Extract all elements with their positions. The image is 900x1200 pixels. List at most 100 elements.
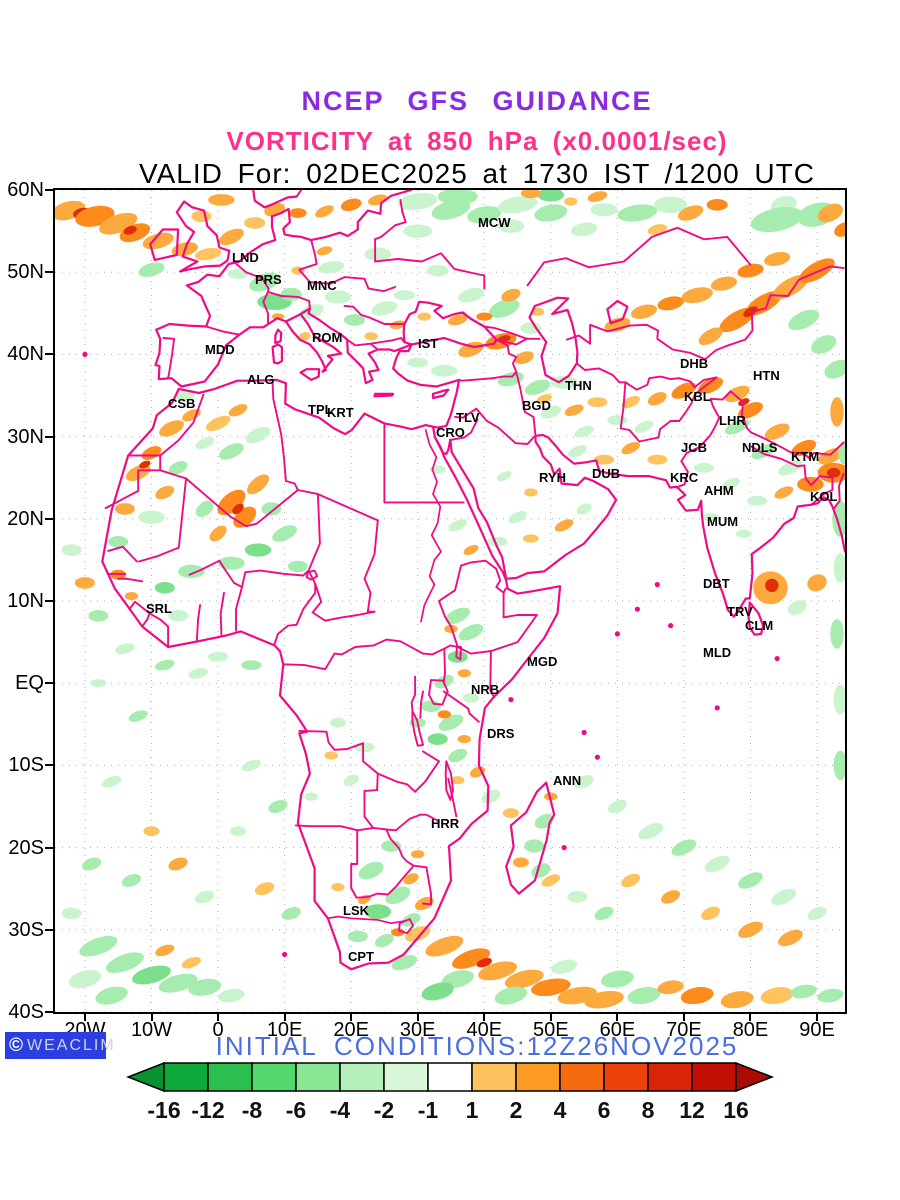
city-label: LHR: [719, 413, 746, 428]
city-label: MLD: [703, 645, 731, 660]
x-axis-label: 20E: [333, 1019, 369, 1041]
x-axis-label: 50E: [533, 1019, 569, 1041]
x-axis-tick: [83, 1014, 86, 1021]
x-axis-tick: [217, 1014, 220, 1021]
lakes: [305, 569, 462, 935]
grid-lines: [55, 190, 845, 1012]
colorbar-label: 16: [723, 1097, 749, 1123]
x-axis-tick: [682, 1014, 685, 1021]
city-label: LSK: [343, 903, 370, 918]
colorbar-label: -12: [191, 1097, 224, 1123]
colorbar-label: -1: [418, 1097, 439, 1123]
colorbar-cell: [207, 1062, 253, 1092]
x-axis-label: 0: [212, 1019, 224, 1041]
colorbar: -16 -12 -8 -6 -4 -2 -1 1 2 4 6 8 12 16: [125, 1061, 775, 1123]
colorbar-label: 6: [598, 1097, 611, 1123]
city-label: LND: [232, 250, 259, 265]
y-axis-tick: [45, 435, 53, 438]
y-axis-tick: [45, 1011, 53, 1013]
city-label: SRL: [146, 601, 172, 616]
city-label: DBT: [703, 576, 730, 591]
city-label: ROM: [312, 330, 342, 345]
x-axis-label: 40E: [466, 1019, 503, 1041]
y-axis-tick: [45, 846, 53, 849]
page-title: NCEP GFS GUIDANCE: [301, 86, 653, 116]
colorbar-label: 2: [510, 1097, 523, 1123]
x-axis-tick: [483, 1014, 486, 1021]
y-axis-label: 40N: [7, 343, 44, 366]
colorbar-label: 4: [554, 1097, 567, 1123]
colorbar-label: -16: [147, 1097, 180, 1123]
initial-conditions: INITIAL CONDITIONS:12Z26NOV2025: [215, 1031, 739, 1061]
y-axis-label: 20S: [8, 836, 44, 859]
x-axis-tick: [350, 1014, 353, 1021]
variable-subtitle: VORTICITY at 850 hPa (x0.0001/sec): [226, 126, 728, 156]
map-frame: MCW LND PRS MNC ROM IST MDD ALG CSB TPL KRT TLV CRO T…: [53, 188, 847, 1014]
y-axis-label: EQ: [15, 672, 44, 695]
colorbar-label: -4: [330, 1097, 351, 1123]
y-axis-tick: [45, 600, 53, 602]
colorbar-cell: [339, 1062, 385, 1092]
rivers: [327, 429, 442, 925]
colorbar-cell: [647, 1062, 693, 1092]
city-label: TPL: [308, 402, 333, 417]
x-axis-label: 30E: [399, 1019, 436, 1041]
y-axis-label: 10N: [7, 590, 44, 612]
colorbar-cell: [603, 1062, 649, 1092]
y-axis-label: 20N: [7, 507, 44, 530]
y-axis-label: 50N: [7, 261, 44, 284]
colorbar-arrow-left: [125, 1061, 165, 1093]
city-label: KBL: [684, 389, 711, 404]
colorbar-label: -6: [286, 1097, 306, 1123]
city-label: DUB: [592, 466, 620, 481]
city-label: MNC: [307, 278, 337, 293]
colorbar-cell: [691, 1062, 737, 1092]
vorticity-shading: [55, 190, 845, 1009]
colorbar-cell: [295, 1062, 341, 1092]
city-label: DHB: [680, 356, 708, 371]
city-label: MUM: [707, 514, 738, 529]
city-label: RYH: [539, 470, 566, 485]
city-label: CRO: [436, 425, 465, 440]
x-axis-tick: [749, 1014, 752, 1021]
city-label: TLV: [456, 410, 480, 425]
x-axis-label: 70E: [666, 1019, 702, 1041]
colorbar-cell: [383, 1062, 429, 1092]
colorbar-cell: [471, 1062, 517, 1092]
city-label: ANN: [553, 773, 581, 788]
city-label: NRB: [471, 682, 499, 697]
city-label: DRS: [487, 726, 515, 741]
city-label: HTN: [753, 368, 780, 383]
x-axis-tick: [283, 1014, 286, 1021]
city-label: MCW: [478, 215, 511, 230]
colorbar-cell: [515, 1062, 561, 1092]
city-label: JCB: [681, 440, 707, 455]
y-axis-tick: [45, 353, 53, 356]
y-axis-tick: [45, 271, 53, 274]
city-label: BGD: [522, 398, 551, 413]
y-axis-tick: [45, 682, 53, 685]
city-label: KRT: [327, 405, 354, 420]
city-label: PRS: [255, 272, 282, 287]
city-label: NDLS: [742, 440, 778, 455]
colorbar-label: 8: [642, 1097, 655, 1123]
contour-specks: [82, 351, 780, 958]
city-label: MDD: [205, 342, 235, 357]
x-axis-tick: [816, 1014, 819, 1021]
x-axis-tick: [416, 1014, 419, 1021]
city-label: KOL: [810, 489, 838, 504]
x-axis-label: 60E: [599, 1019, 636, 1041]
colorbar-label: -2: [374, 1097, 394, 1123]
copyright-icon: ©: [9, 1035, 23, 1056]
city-label: HRR: [431, 816, 460, 831]
x-axis-tick: [616, 1014, 619, 1021]
city-label: TRV: [727, 604, 753, 619]
colorbar-label: 1: [466, 1097, 479, 1123]
y-axis-tick: [45, 517, 53, 520]
city-label: CPT: [348, 949, 374, 964]
y-axis-label: 60N: [7, 179, 44, 201]
y-axis-label: 30S: [8, 918, 44, 941]
y-axis-tick: [45, 928, 53, 931]
